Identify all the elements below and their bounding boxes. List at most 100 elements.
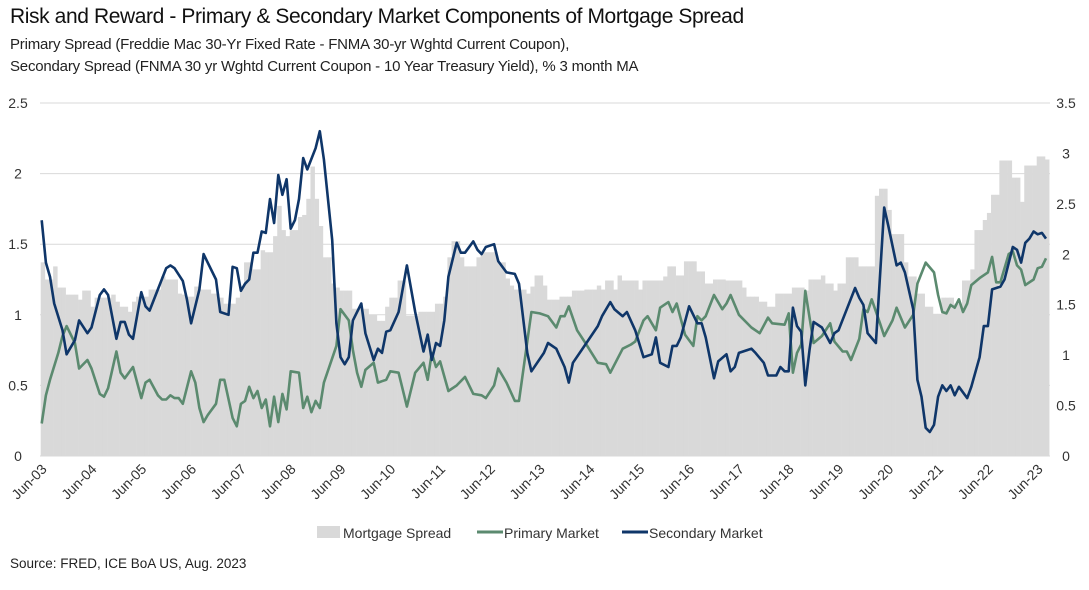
right-y-tick-label: 2	[1062, 246, 1070, 262]
mortgage-spread-bar	[335, 287, 340, 456]
x-tick-label: Jun-21	[905, 461, 947, 503]
chart-subtitle-line-1: Primary Spread (Freddie Mac 30-Yr Fixed …	[10, 36, 570, 53]
mortgage-spread-bar	[1020, 201, 1025, 456]
mortgage-spread-bar	[148, 289, 154, 456]
left-y-tick-label: 2	[14, 166, 22, 182]
mortgage-spread-bar	[111, 294, 116, 456]
mortgage-spread-bar	[903, 262, 909, 456]
mortgage-spread-bar	[57, 287, 62, 456]
left-y-tick-label: 0	[14, 448, 22, 464]
mortgage-spread-bar	[314, 198, 320, 456]
x-tick-label: Jun-18	[755, 461, 797, 503]
mortgage-spread-bar	[1011, 177, 1017, 456]
mortgage-spread-bar	[899, 234, 905, 456]
mortgage-spread-bar	[1032, 165, 1037, 456]
mortgage-spread-bar	[642, 280, 647, 456]
mortgage-spread-bar	[538, 275, 544, 456]
mortgage-spread-bar	[484, 252, 490, 456]
mortgage-spread-bar	[368, 314, 373, 456]
mortgage-spread-bar	[260, 250, 266, 456]
mortgage-spread-bar	[347, 290, 353, 456]
mortgage-spread-bar	[302, 214, 307, 456]
mortgage-spread-bar	[215, 293, 220, 456]
mortgage-spread-bar	[986, 212, 992, 456]
mortgage-spread-bar	[422, 311, 427, 456]
mortgage-spread-bar	[995, 194, 1000, 456]
primary-market-line	[40, 250, 1048, 428]
mortgage-spread-bar	[65, 294, 71, 456]
mortgage-spread-bar	[318, 226, 324, 456]
right-y-tick-label: 2.5	[1056, 196, 1076, 212]
mortgage-spread-bar	[152, 289, 158, 456]
mortgage-spread-bar	[725, 280, 730, 456]
x-axis-ticks: Jun-03 Jun-04 Jun-05 Jun-06 Jun-07 Jun-08 Jun-…	[8, 461, 1046, 503]
mortgage-spread-bar	[559, 296, 564, 456]
mortgage-spread-bar	[206, 289, 212, 456]
mortgage-spread-bar	[613, 289, 618, 456]
mortgage-spread-bar	[181, 294, 187, 456]
mortgage-spread-bar	[696, 271, 701, 456]
mortgage-spread-bar	[69, 294, 75, 456]
mortgage-spread-bar	[949, 297, 954, 456]
legend-label-secondary-market: Secondary Market	[649, 525, 763, 541]
mortgage-spread-bar	[600, 289, 606, 456]
mortgage-spread-bar	[634, 280, 639, 456]
mortgage-spread-bar	[331, 283, 336, 456]
mortgage-spread-bar	[44, 279, 50, 456]
mortgage-spread-bars	[40, 156, 1050, 457]
mortgage-spread-bar	[451, 241, 456, 456]
mortgage-spread-bar	[493, 252, 498, 456]
mortgage-spread-bar	[962, 280, 967, 456]
mortgage-spread-bar	[78, 299, 83, 456]
mortgage-spread-bar	[198, 289, 203, 456]
mortgage-spread-bar	[771, 306, 776, 456]
mortgage-spread-bar	[235, 297, 241, 456]
mortgage-spread-bar	[887, 209, 892, 456]
mortgage-spread-bar	[646, 280, 652, 456]
mortgage-spread-bar	[551, 299, 556, 456]
mortgage-spread-bar	[1015, 177, 1021, 456]
mortgage-spread-bar	[119, 306, 124, 456]
mortgage-spread-bar	[937, 313, 942, 456]
mortgage-spread-bar	[277, 205, 282, 456]
mortgage-spread-bar	[829, 283, 834, 456]
mortgage-spread-bar	[40, 262, 46, 456]
mortgage-spread-bar	[737, 280, 743, 456]
mortgage-spread-bar	[891, 234, 896, 456]
x-tick-label: Jun-23	[1004, 461, 1046, 503]
mortgage-spread-bar	[293, 230, 299, 456]
legend-label-primary-market: Primary Market	[504, 525, 599, 541]
left-y-tick-label: 2.5	[8, 95, 28, 111]
mortgage-spread-bar	[596, 285, 602, 456]
mortgage-spread-bar	[194, 286, 199, 456]
mortgage-spread-bar	[94, 297, 100, 456]
mortgage-spread-bar	[161, 276, 166, 456]
mortgage-spread-bar	[505, 278, 510, 456]
mortgage-spread-bar	[285, 236, 290, 456]
mortgage-spread-bar	[169, 279, 174, 456]
mortgage-spread-bar	[630, 280, 635, 456]
mortgage-spread-bar	[825, 283, 830, 456]
mortgage-spread-bar	[447, 257, 452, 456]
mortgage-spread-bar	[758, 301, 764, 456]
mortgage-spread-bar	[405, 315, 411, 456]
legend: Mortgage Spread Primary Market Secondary…	[317, 525, 763, 541]
mortgage-spread-bar	[439, 303, 444, 456]
mortgage-spread-bar	[102, 297, 108, 456]
right-y-tick-label: 3.5	[1056, 95, 1076, 111]
mortgage-spread-bar	[480, 252, 486, 456]
mortgage-spread-bar	[841, 283, 847, 456]
x-tick-label: Jun-09	[307, 461, 349, 503]
mortgage-spread-bar	[692, 261, 697, 456]
mortgage-spread-bar	[351, 308, 357, 456]
mortgage-spread-bar	[306, 198, 311, 456]
mortgage-spread-bar	[476, 257, 481, 456]
mortgage-spread-bar	[82, 290, 87, 456]
mortgage-spread-bar	[854, 257, 859, 456]
mortgage-spread-bar	[86, 290, 91, 456]
mortgage-spread-bar	[862, 266, 867, 456]
mortgage-spread-bar	[289, 230, 295, 456]
x-tick-label: Jun-19	[805, 461, 847, 503]
mortgage-spread-bar	[418, 311, 423, 456]
mortgage-spread-bar	[924, 306, 930, 456]
